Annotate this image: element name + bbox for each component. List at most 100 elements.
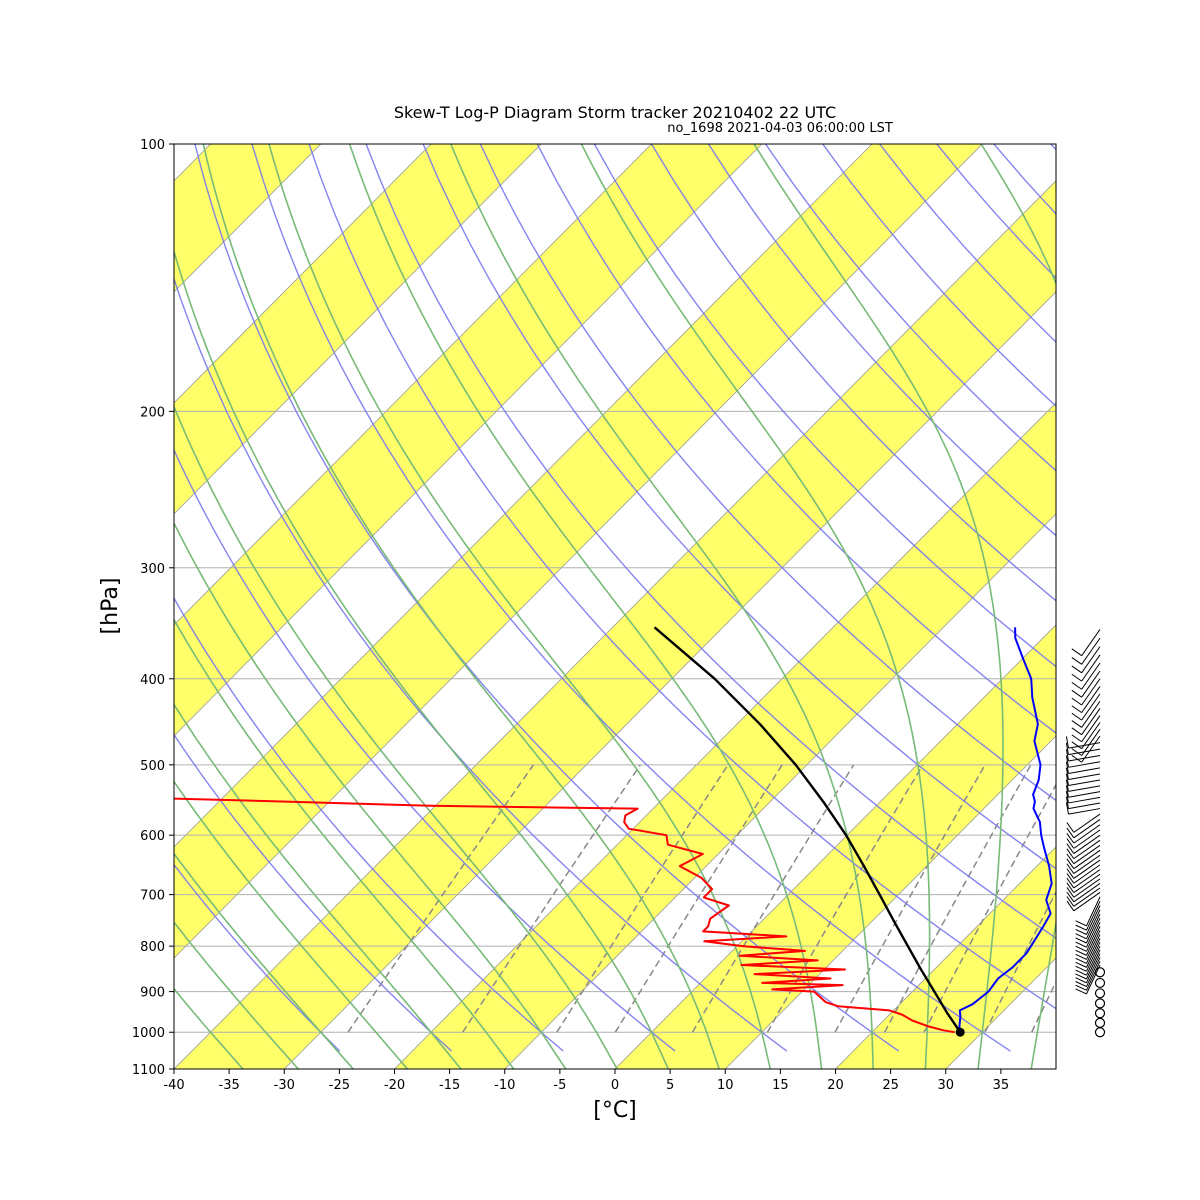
isotherm-band: [174, 144, 983, 959]
dry-adiabat: [174, 276, 788, 1052]
wind-barb-staff: [1073, 844, 1101, 865]
wind-barb-staff: [1073, 864, 1101, 884]
wind-barb-flag: [1075, 949, 1087, 956]
moist-adiabat: [174, 248, 670, 1069]
wind-barb-flag: [1071, 727, 1082, 736]
moist-adiabat: [174, 780, 409, 1069]
wind-barb-staff: [1073, 839, 1101, 860]
moist-adiabat: [174, 852, 354, 1069]
moist-adiabat: [202, 144, 720, 1069]
wind-barb-flag: [1075, 984, 1087, 991]
wind-barb-staff: [1081, 670, 1101, 698]
wind-barb-staff: [1068, 761, 1101, 768]
wind-barb-flag: [1066, 822, 1075, 833]
x-tick-label: 30: [937, 1078, 954, 1093]
isotherm-band: [174, 144, 763, 737]
x-tick-label: 20: [827, 1078, 844, 1093]
wind-barb-staff: [1068, 802, 1101, 810]
wind-barb-staff: [1073, 883, 1101, 903]
y-tick-label: 200: [140, 405, 165, 420]
wind-barb-flag: [1066, 873, 1075, 884]
wind-barb-flag: [1066, 843, 1075, 854]
wind-barb-flag: [1071, 673, 1082, 682]
wind-barb-staff: [1081, 654, 1101, 682]
wind-barb-staff: [1073, 819, 1101, 839]
wind-barb-flag: [1075, 953, 1087, 960]
moist-adiabat: [980, 144, 1056, 1069]
wind-barb-staff: [1086, 934, 1101, 964]
dry-adiabat: [194, 144, 900, 1052]
wind-barb-flag: [1071, 665, 1082, 674]
x-tick-label: -35: [219, 1078, 240, 1093]
wind-barb-flag: [1075, 977, 1087, 984]
mixing-ratio-line: [556, 764, 729, 1033]
wind-barb-staff: [1081, 700, 1101, 728]
temperature-line: [958, 627, 1053, 1033]
mixing-ratio-line: [1031, 980, 1056, 1033]
x-tick-label: -25: [329, 1078, 350, 1093]
wind-barb-flag: [1065, 742, 1069, 755]
wind-barb-staff: [1081, 678, 1101, 706]
wind-barb-flag: [1065, 785, 1069, 798]
wind-barb-staff: [1073, 887, 1101, 907]
wind-barb-flag: [1066, 900, 1075, 912]
wind-barb-flag: [1071, 754, 1082, 763]
x-tick-label: 15: [772, 1078, 789, 1093]
wind-barb-flag: [1075, 945, 1087, 952]
wind-barb-flag: [1066, 868, 1075, 879]
isotherm-band: [393, 402, 1056, 1069]
x-tick-label: -20: [384, 1078, 405, 1093]
wind-barb-staff: [1081, 735, 1101, 763]
isotherm-band: [174, 144, 542, 515]
wind-barb-flag: [1075, 941, 1087, 948]
wind-barb-staff: [1073, 813, 1101, 833]
y-axis-label: [hPa]: [98, 578, 123, 635]
isotherm-band: [174, 144, 322, 293]
wind-barb-flag: [1071, 712, 1082, 721]
wind-barb-staff: [1081, 637, 1101, 665]
dry-adiabat: [174, 448, 676, 1052]
wind-barb-staff: [1081, 715, 1101, 743]
wind-barb-flag: [1075, 973, 1087, 980]
wind-barb-flag: [1066, 896, 1075, 907]
chart-subtitle: no_1698 2021-04-03 06:00:00 LST: [667, 121, 893, 136]
calm-wind-circle: [1094, 1008, 1106, 1019]
wind-barb-flag: [1065, 796, 1069, 809]
x-tick-label: 5: [666, 1078, 674, 1093]
wind-barb-staff: [1068, 796, 1101, 804]
dewpoint-line: [174, 797, 955, 1034]
wind-barb-flag: [1075, 920, 1087, 927]
wind-barb-staff: [1081, 662, 1101, 690]
wind-barb-staff: [1068, 808, 1101, 815]
x-tick-label: 35: [993, 1078, 1010, 1093]
y-tick-label: 400: [140, 673, 165, 688]
wind-barb-staff: [1086, 900, 1101, 931]
wind-barb-staff: [1081, 722, 1101, 749]
calm-wind-circle: [1094, 967, 1106, 978]
wind-barb-flag: [1075, 961, 1087, 968]
moist-adiabat: [174, 921, 299, 1069]
wind-barb-flag: [1071, 697, 1082, 706]
y-tick-label: 300: [140, 562, 165, 577]
wind-barb-flag: [1066, 891, 1075, 903]
wind-barb-staff: [1086, 953, 1101, 984]
dry-adiabat: [593, 144, 1056, 668]
wind-barb-flag: [1066, 882, 1075, 893]
x-tick-label: -30: [274, 1078, 295, 1093]
wind-barb-flag: [1075, 928, 1087, 935]
wind-barb-flag: [1066, 827, 1075, 839]
y-tick-label: 1100: [132, 1063, 165, 1078]
x-tick-label: -40: [163, 1078, 184, 1093]
mixing-ratio-line: [691, 764, 855, 1033]
wind-barb-staff: [1068, 791, 1101, 798]
y-tick-label: 600: [140, 829, 165, 844]
moist-adiabat: [753, 144, 1004, 1069]
wind-barb-flag: [1071, 748, 1082, 756]
wind-barb-staff: [1086, 909, 1101, 939]
dry-adiabats: [174, 144, 1056, 1052]
dry-adiabat: [422, 144, 1056, 870]
wind-barb-flag: [1075, 969, 1087, 976]
y-tick-label: 100: [140, 138, 165, 153]
mixing-ratio-line: [766, 764, 924, 1033]
mixing-ratio-line: [984, 890, 1056, 1033]
